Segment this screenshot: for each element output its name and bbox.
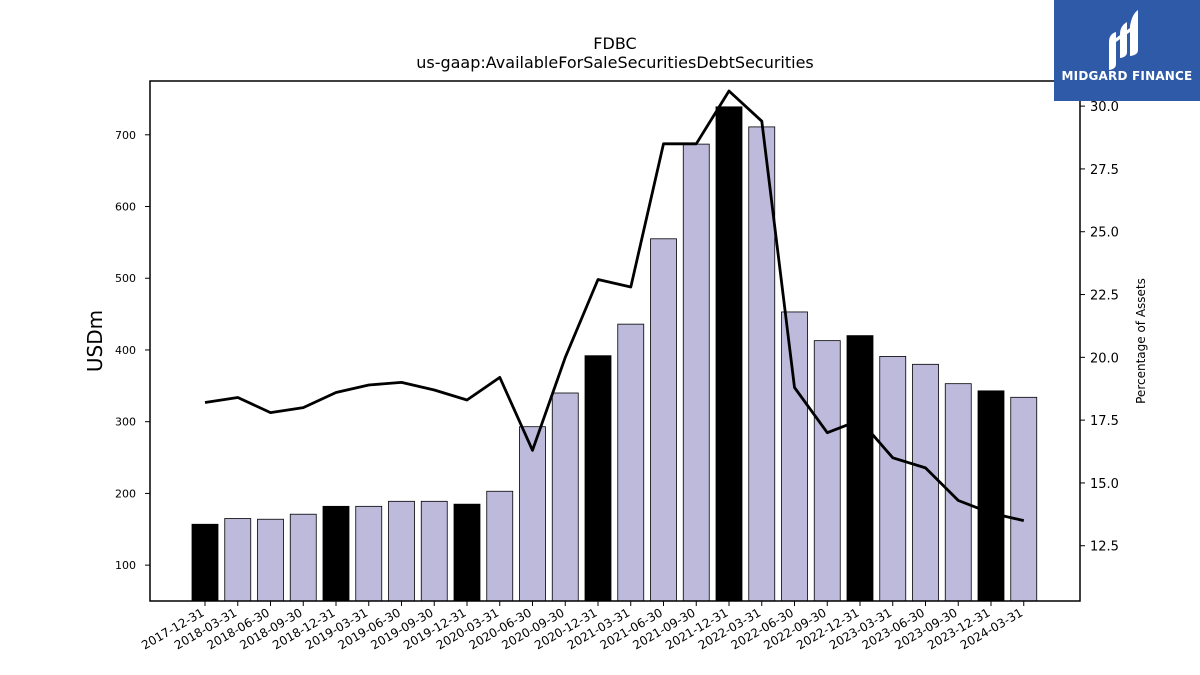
y-tick-label: 100	[115, 559, 136, 572]
y-tick-label: 700	[115, 129, 136, 142]
bar	[486, 490, 514, 602]
y2-tick-label: 15.0	[1090, 477, 1119, 492]
bar	[879, 356, 907, 602]
bar	[846, 335, 874, 602]
y2-tick-label: 27.5	[1090, 163, 1119, 178]
y2-axis-label: Percentage of Assets	[1134, 278, 1148, 404]
y2-tick-label: 30.0	[1090, 100, 1119, 115]
bar	[781, 311, 808, 602]
brand-logo: MIDGARD FINANCE	[1054, 0, 1200, 101]
bar	[748, 126, 776, 602]
y2-tick-label: 17.5	[1090, 414, 1119, 429]
bar	[650, 238, 677, 602]
bar	[257, 518, 284, 602]
plot-frame	[149, 80, 1081, 602]
y-tick-label: 500	[115, 272, 136, 285]
bar	[682, 143, 710, 602]
bars-layer	[191, 106, 1038, 602]
logo-text: MIDGARD FINANCE	[1061, 69, 1193, 83]
right-axis: 12.5 15.0 17.5 20.0 22.5 25.0 27.5 30.0	[1080, 100, 1119, 555]
bar	[355, 505, 383, 602]
bar	[912, 363, 939, 602]
line-layer	[204, 89, 1025, 522]
y2-tick-label: 22.5	[1090, 289, 1119, 304]
logo-mark-icon	[1109, 10, 1138, 70]
bar	[453, 503, 481, 602]
bar	[420, 500, 448, 602]
bar	[584, 355, 612, 602]
y-tick-label: 600	[115, 201, 136, 214]
x-axis: 2017-12-312018-03-312018-06-302018-09-30…	[139, 601, 1025, 652]
left-axis: 100 200 300 400 500 600 700	[115, 129, 150, 572]
chart-subtitle: us-gaap:AvailableForSaleSecuritiesDebtSe…	[416, 53, 814, 72]
series-line	[204, 89, 1025, 522]
bar	[715, 106, 743, 602]
y2-tick-label: 25.0	[1090, 226, 1119, 241]
y2-tick-label: 20.0	[1090, 351, 1119, 366]
bar	[289, 513, 317, 602]
bar	[1010, 396, 1038, 602]
chart-title: FDBC	[593, 34, 636, 53]
y2-tick-label: 12.5	[1090, 540, 1119, 555]
y-tick-label: 200	[115, 487, 136, 500]
bar	[191, 523, 219, 602]
bar	[617, 323, 645, 602]
y-tick-label: 400	[115, 344, 136, 357]
bar	[977, 390, 1005, 602]
bar	[322, 505, 350, 602]
bar	[388, 500, 415, 602]
bar	[813, 340, 841, 602]
y-axis-label: USDm	[83, 310, 107, 372]
bar	[224, 518, 252, 602]
bar	[551, 392, 579, 602]
y-tick-label: 300	[115, 416, 136, 429]
bar	[519, 426, 546, 602]
